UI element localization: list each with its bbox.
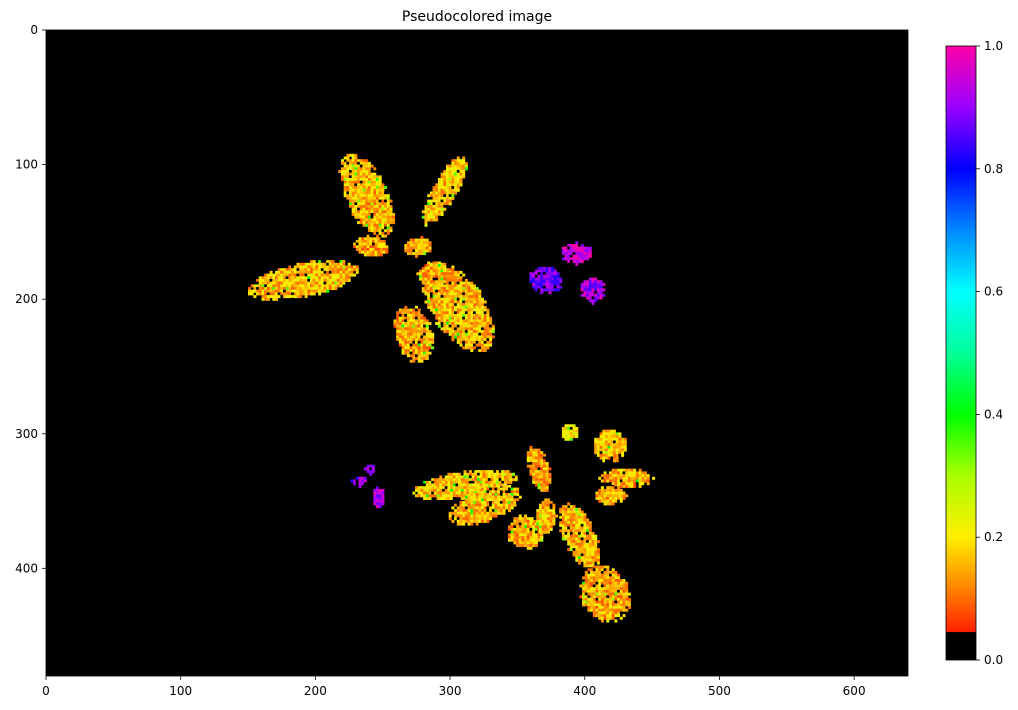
leaf-region-plant-4-leaf-a — [350, 474, 367, 488]
x-tick-label: 600 — [843, 684, 866, 698]
leaf-region-plant-3-leaf-top-right — [594, 429, 627, 463]
chart-title: Pseudocolored image — [402, 9, 552, 25]
leaf-region-plant-3-leaf-down — [559, 502, 600, 568]
colorbar-tick-label: 0.0 — [984, 653, 1003, 667]
leaf-region-plant-1-leaf-upper-right — [421, 156, 468, 227]
x-tick-label: 100 — [169, 684, 192, 698]
y-tick-label: 100 — [15, 158, 38, 172]
leaf-region-plant-1-leaf-upper — [338, 153, 396, 238]
y-tick-label: 400 — [15, 561, 38, 575]
y-tick-label: 300 — [15, 427, 38, 441]
image-background — [46, 30, 908, 676]
colorbar-tick-label: 0.6 — [984, 285, 1003, 299]
leaf-region-plant-3-leaf-mid — [448, 484, 522, 526]
x-tick-label: 200 — [304, 684, 327, 698]
leaf-region-plant-3-leaf-center — [526, 445, 552, 492]
leaf-region-plant-4-leaf-b — [373, 486, 385, 509]
colorbar: 0.0 0.2 0.4 0.6 0.8 1.0 — [945, 39, 1003, 667]
y-tick-label: 200 — [15, 292, 38, 306]
leaf-region-plant-3-leaf-lower-center — [533, 498, 559, 534]
leaf-region-plant-1-leaf-center-small — [353, 234, 389, 257]
leaf-region-plant-3-leaf-top — [561, 424, 579, 441]
y-tick-label: 0 — [30, 23, 38, 37]
colorbar-tick-label: 1.0 — [984, 39, 1003, 53]
x-tick-label: 500 — [708, 684, 731, 698]
x-tick-label: 300 — [439, 684, 462, 698]
x-tick-label: 400 — [573, 684, 596, 698]
x-axis: 0 100 200 300 400 500 600 — [42, 676, 866, 698]
leaf-region-plant-3-leaf-right — [598, 468, 656, 488]
leaf-region-plant-1-leaf-bottom — [393, 305, 435, 363]
pseudocolor-image — [46, 30, 908, 676]
colorbar-tick-label: 0.4 — [984, 407, 1003, 421]
colorbar-frame — [945, 45, 977, 661]
x-tick-label: 0 — [42, 684, 50, 698]
y-axis: 0 100 200 300 400 — [15, 23, 46, 575]
leaf-region-plant-2-leaf-right — [580, 277, 606, 305]
leaf-region-plant-3-leaf-right-small — [595, 486, 629, 506]
colorbar-tick-label: 0.8 — [984, 162, 1003, 176]
leaf-region-plant-1-leaf-left — [248, 260, 359, 301]
leaf-region-plant-2-leaf-top — [561, 241, 592, 266]
leaf-region-plant-3-leaf-down-far — [579, 565, 631, 623]
leaf-region-plant-2-leaf-left — [529, 266, 563, 295]
axes-frame — [45, 29, 909, 677]
leaf-region-plant-1-leaf-mid — [416, 261, 452, 286]
colorbar-fill — [946, 46, 976, 660]
leaf-region-plant-4-leaf-c — [363, 464, 375, 476]
leaf-region-plant-1-leaf-center-right — [404, 235, 432, 258]
colorbar-ticks: 0.0 0.2 0.4 0.6 0.8 1.0 — [976, 39, 1003, 667]
colorbar-tick-label: 0.2 — [984, 530, 1003, 544]
